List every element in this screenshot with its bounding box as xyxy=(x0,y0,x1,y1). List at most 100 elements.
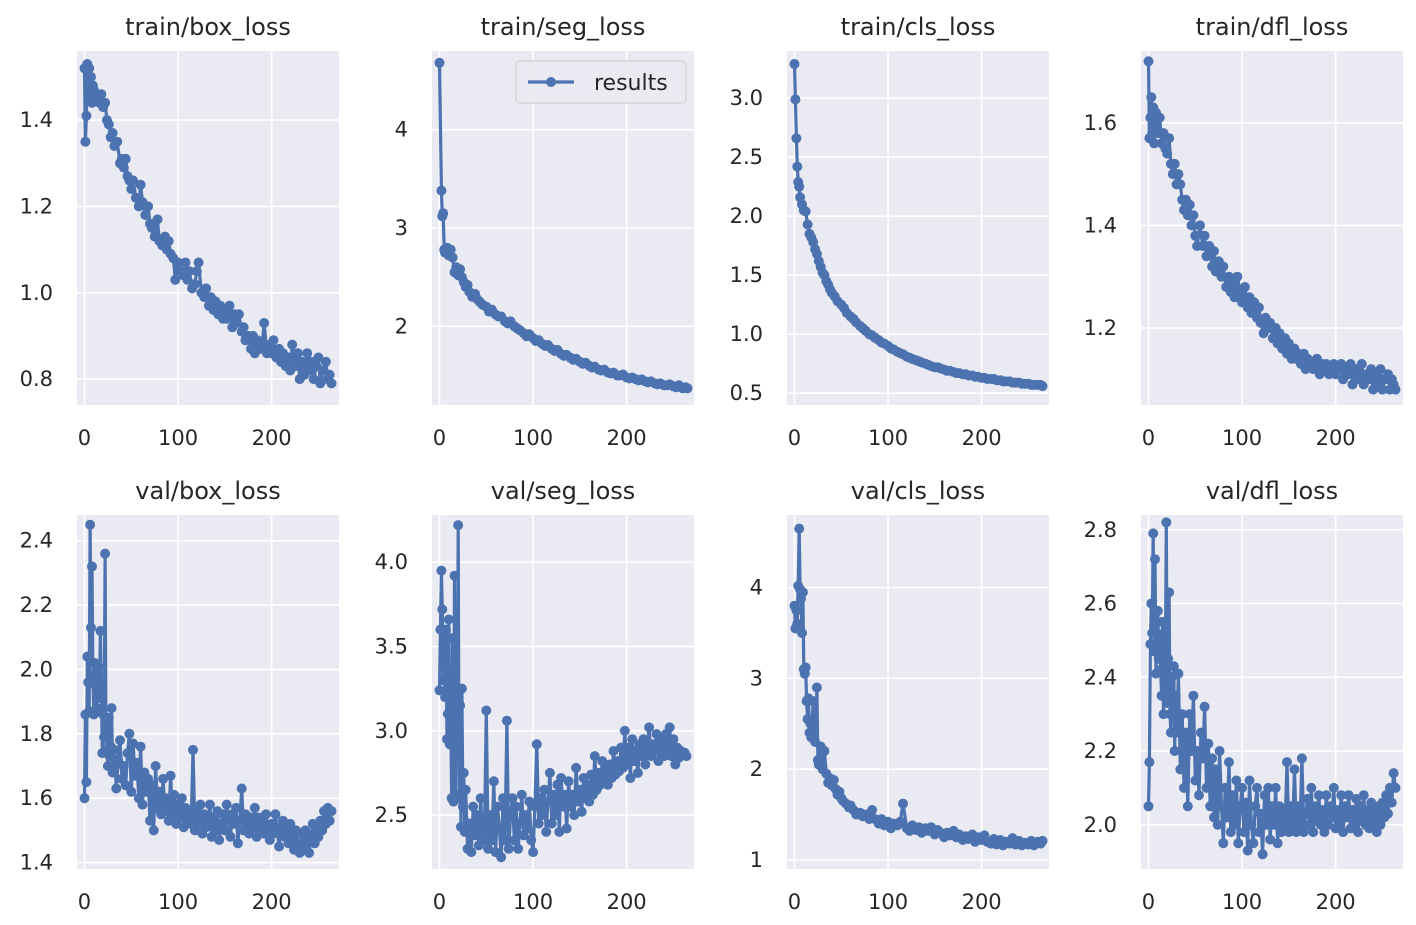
data-point xyxy=(789,59,800,69)
data-point xyxy=(576,806,587,817)
x-tick-label: 0 xyxy=(433,890,446,914)
y-tick-label: 1.8 xyxy=(20,722,53,746)
data-point xyxy=(800,206,811,217)
data-point xyxy=(224,300,235,311)
data-point xyxy=(608,746,619,756)
data-point xyxy=(188,744,198,755)
data-point xyxy=(546,818,557,829)
data-point xyxy=(152,214,163,225)
data-point xyxy=(1146,598,1157,609)
y-tick-label: 1.2 xyxy=(20,194,53,218)
data-point xyxy=(103,712,114,723)
data-point xyxy=(1171,727,1182,738)
data-point xyxy=(103,119,114,130)
y-tick-label: 2.5 xyxy=(730,145,763,169)
chart-val-dfl_loss: 0 100 200 2.0 2.2 2.4 2.6 2.8 val/dfl_loss xyxy=(1084,477,1403,914)
data-point xyxy=(544,767,555,778)
data-point xyxy=(470,830,480,841)
x-tick-label: 100 xyxy=(1222,890,1262,914)
data-point xyxy=(326,806,337,817)
data-point xyxy=(1278,805,1289,815)
data-point xyxy=(1150,554,1160,565)
data-point xyxy=(649,746,660,756)
data-point xyxy=(794,181,805,192)
data-point xyxy=(225,831,236,842)
data-point xyxy=(115,735,125,746)
chart-val-box_loss: 0 100 200 1.4 1.6 1.8 2.0 2.2 2.4 val/box_loss xyxy=(20,477,339,914)
data-point xyxy=(828,775,839,785)
data-point xyxy=(1160,679,1171,690)
y-tick-label: 4 xyxy=(395,118,408,142)
data-point xyxy=(86,71,96,82)
data-point xyxy=(1197,753,1208,764)
data-point xyxy=(79,793,90,804)
data-point xyxy=(434,685,445,696)
data-point xyxy=(1282,757,1292,768)
data-point xyxy=(1358,790,1369,801)
data-point xyxy=(176,793,187,804)
data-point xyxy=(1261,819,1272,830)
data-point xyxy=(1298,827,1309,838)
data-point xyxy=(120,153,131,164)
data-point xyxy=(1265,834,1276,845)
data-point xyxy=(270,809,281,820)
data-point xyxy=(1340,801,1350,812)
data-point xyxy=(1239,282,1250,292)
data-point xyxy=(232,838,243,849)
data-point xyxy=(434,57,445,68)
data-point xyxy=(1375,364,1386,375)
data-point xyxy=(586,769,597,780)
data-point xyxy=(96,680,107,691)
data-point xyxy=(158,773,169,784)
data-point xyxy=(107,767,118,778)
data-point xyxy=(238,322,249,333)
data-point xyxy=(1308,827,1319,838)
x-tick-label: 100 xyxy=(513,890,553,914)
data-point xyxy=(539,784,550,795)
data-point xyxy=(1209,246,1219,257)
data-point xyxy=(449,570,460,581)
data-point xyxy=(438,675,449,686)
data-point xyxy=(1177,709,1188,720)
data-point xyxy=(141,786,152,797)
x-tick-label: 100 xyxy=(868,890,908,914)
data-point xyxy=(122,748,133,759)
legend-label: results xyxy=(594,71,668,96)
data-point xyxy=(81,777,92,788)
data-point xyxy=(447,252,458,263)
data-point xyxy=(481,705,492,716)
y-tick-label: 2.6 xyxy=(1084,592,1117,616)
data-point xyxy=(479,835,490,846)
data-point xyxy=(494,823,505,834)
chart-val-cls_loss: 0 100 200 1 2 3 4 val/cls_loss xyxy=(750,477,1049,914)
data-point xyxy=(1377,797,1388,808)
data-point xyxy=(466,847,477,858)
data-point xyxy=(1173,668,1184,679)
chart-train-box_loss: 0 100 200 0.8 1.0 1.2 1.4 train/box_loss xyxy=(20,13,339,450)
data-point xyxy=(1180,727,1191,738)
data-point xyxy=(460,784,471,795)
data-point xyxy=(146,223,157,233)
data-point xyxy=(1190,230,1201,241)
data-point xyxy=(128,738,139,749)
data-point xyxy=(468,801,479,812)
x-tick-label: 0 xyxy=(433,426,446,450)
data-point xyxy=(1222,812,1233,823)
data-point xyxy=(1194,790,1204,801)
y-tick-label: 1.4 xyxy=(20,108,53,132)
data-point xyxy=(146,780,157,791)
data-point xyxy=(1353,827,1364,838)
data-point xyxy=(1224,757,1234,768)
data-point xyxy=(1195,727,1206,738)
data-point xyxy=(169,790,180,800)
chart-train-cls_loss: 0 100 200 0.5 1.0 1.5 2.0 2.5 3.0 train/cls_loss xyxy=(730,13,1049,450)
data-point xyxy=(1341,812,1352,823)
y-tick-label: 2.4 xyxy=(20,529,53,553)
data-point xyxy=(304,847,315,858)
data-point xyxy=(1149,138,1160,149)
data-point xyxy=(1296,753,1307,764)
data-point xyxy=(1246,819,1257,830)
data-point xyxy=(439,633,450,644)
data-point xyxy=(668,734,679,745)
